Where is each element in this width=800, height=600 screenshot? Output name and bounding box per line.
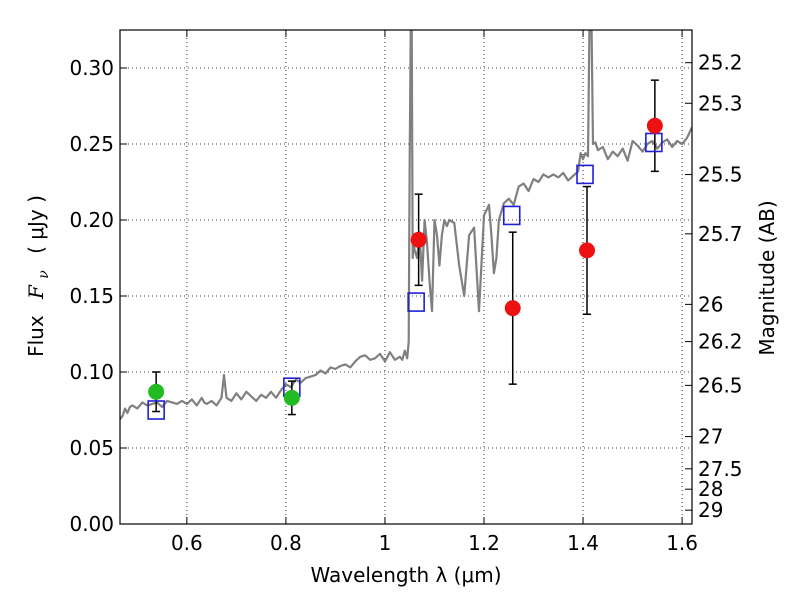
tick-layer: 0.6 0.8 1 1.2 1.4 1.6 0.00 0.05 0.10 0.15 0.20 0.25… [69, 30, 743, 555]
mag-tick-label: 25.7 [698, 222, 743, 246]
model-photometry-square [147, 400, 165, 420]
y-axis-label-subscript: ν [36, 270, 52, 279]
y-axis-label-text: Flux [24, 315, 48, 357]
mag-tick-label: 26.2 [698, 330, 743, 354]
svg-text:Flux F ν ( μ: Flux F ν ( μJy ) [24, 195, 53, 357]
y-tick-label: 0.30 [69, 56, 114, 80]
y-tick-label: 0.25 [69, 132, 114, 156]
observed-point [646, 117, 663, 134]
mag-tick-label: 27.5 [698, 457, 743, 481]
model-photometry-square [502, 205, 521, 226]
series-layer [120, 30, 692, 420]
observed-point [579, 242, 596, 259]
x-tick-label: 1.4 [567, 531, 599, 555]
y-tick-label: 0.10 [69, 360, 114, 384]
x-tick-label: 1.6 [666, 531, 698, 555]
observed-point [148, 383, 165, 400]
mag-tick-label: 25.2 [698, 51, 743, 75]
mag-tick-label: 26.5 [698, 373, 743, 397]
model-photometry-square [407, 292, 425, 312]
grid-layer [120, 30, 692, 525]
mag-tick-label: 29 [698, 498, 723, 522]
x-tick-label: 0.8 [270, 531, 302, 555]
spectrum-line [120, 30, 692, 420]
y-axis-label-symbol: F [24, 284, 48, 300]
x-tick-label: 0.6 [171, 531, 203, 555]
x-axis-label: Wavelength λ (μm) [310, 563, 501, 587]
y-tick-label: 0.00 [69, 512, 114, 536]
y2-axis-label: Magnitude (AB) [755, 200, 779, 355]
observed-point [410, 231, 427, 248]
observed-point [283, 389, 300, 406]
y-tick-label: 0.05 [69, 436, 114, 460]
observed-point [504, 300, 521, 317]
y-axis-label: Flux F ν ( μJy ) [24, 195, 53, 357]
mag-tick-label: 25.5 [698, 163, 743, 187]
mag-tick-label: 25.3 [698, 91, 743, 115]
plot-frame [119, 29, 693, 525]
mag-tick-label: 28 [698, 477, 723, 501]
mag-tick-label: 27 [698, 425, 723, 449]
y-axis-label-unit: ( μJy ) [24, 195, 48, 254]
x-tick-label: 1 [379, 531, 392, 555]
y-tick-label: 0.20 [69, 208, 114, 232]
model-photometry-square [576, 164, 594, 185]
x-tick-label: 1.2 [468, 531, 500, 555]
mag-tick-label: 26 [698, 292, 723, 316]
y-tick-label: 0.15 [69, 284, 114, 308]
